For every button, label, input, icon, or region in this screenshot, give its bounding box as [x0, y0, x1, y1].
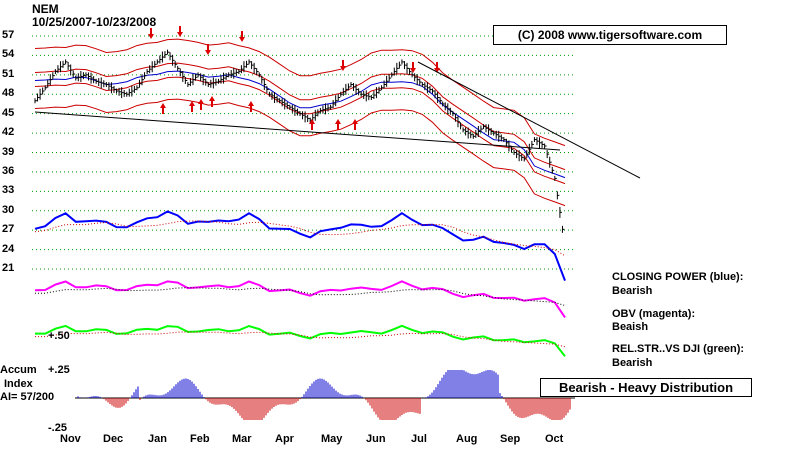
moving-average	[34, 70, 566, 179]
month-label: Nov	[60, 433, 81, 445]
relative-strength-title: REL.STR..VS DJI (green):	[612, 343, 745, 355]
copyright-box: (C) 2008 www.tigersoftware.com	[493, 25, 727, 45]
lower-band	[34, 98, 566, 207]
ticker-label: NEM	[32, 2, 59, 16]
sell-arrow-head	[340, 66, 346, 71]
accum-tick-minus25: -.25	[48, 422, 67, 434]
resistance-trendline	[417, 61, 641, 179]
sell-arrow-head	[205, 50, 211, 55]
inner-upper-band	[34, 62, 566, 171]
y-tick-label: 51	[2, 67, 15, 80]
y-tick-label: 54	[2, 48, 15, 61]
buy-arrow-head	[198, 99, 204, 104]
obv-line	[34, 280, 566, 318]
relative-strength-reading: Bearish	[612, 357, 653, 369]
buy-arrow-head	[248, 101, 254, 106]
inner-lower-band	[34, 76, 566, 185]
signal-arrows	[148, 26, 440, 130]
accum-label: Accum	[0, 364, 37, 376]
accum-tick-plus25: +.25	[48, 364, 70, 376]
buy-arrow-head	[209, 96, 215, 101]
month-label: Feb	[190, 433, 210, 445]
obv-path	[34, 280, 566, 318]
price-gridlines	[32, 35, 575, 270]
buy-arrow-head	[335, 119, 341, 124]
month-label: Jun	[366, 433, 386, 445]
closing-power-line	[34, 210, 566, 281]
closing-power-reading: Bearish	[612, 285, 653, 297]
closing-power-title: CLOSING POWER (blue):	[612, 271, 744, 283]
month-label: Jan	[148, 433, 167, 445]
relative-strength-path	[35, 324, 566, 357]
sell-arrow-head	[177, 32, 183, 37]
verdict-box: Bearish - Heavy Distribution	[540, 378, 752, 397]
y-tick-label: 21	[2, 262, 15, 274]
buy-arrow-head	[160, 103, 166, 108]
month-label: Jul	[411, 433, 427, 445]
month-label: Oct	[545, 433, 564, 445]
sell-arrow-head	[434, 68, 440, 73]
closing-power-path-average	[34, 220, 566, 257]
y-tick-label: 27	[2, 223, 15, 236]
y-tick-label: 33	[2, 184, 15, 197]
sell-arrow-head	[410, 68, 416, 73]
month-label: Apr	[275, 433, 294, 445]
obv-title: OBV (magenta):	[612, 308, 696, 320]
y-tick-label: 36	[2, 164, 15, 177]
sell-arrow-head	[148, 34, 154, 39]
y-tick-label: 42	[2, 126, 15, 139]
support-trendline	[34, 111, 561, 151]
y-tick-label: 57	[2, 29, 15, 41]
closing-power-path	[34, 210, 566, 281]
buy-arrow-head	[189, 101, 195, 106]
buy-arrow-head	[309, 119, 315, 124]
accum-tick-plus50: +.50	[48, 330, 70, 342]
price-bands	[34, 38, 566, 207]
month-label: Mar	[232, 433, 252, 445]
y-tick-label: 45	[2, 106, 15, 119]
month-label: May	[321, 433, 343, 445]
month-label: Dec	[103, 433, 124, 445]
price-bars	[34, 49, 565, 233]
obv-reading: Beaish	[612, 321, 649, 333]
index-label: Index	[4, 378, 33, 390]
ai-value-label: AI= 57/200	[0, 391, 55, 403]
month-label: Sep	[500, 433, 521, 445]
y-tick-label: 39	[2, 145, 15, 158]
y-tick-label: 48	[2, 87, 15, 100]
trend-lines	[34, 61, 641, 179]
y-tick-label: 30	[2, 203, 15, 216]
accumulation-index-histogram	[75, 370, 575, 420]
relative-strength-line	[35, 324, 566, 357]
buy-arrow-head	[352, 119, 358, 124]
sell-arrow-head	[239, 37, 245, 42]
month-label: Aug	[456, 433, 478, 445]
date-range-label: 10/25/2007-10/23/2008	[32, 15, 157, 29]
upper-band	[34, 38, 566, 147]
y-tick-label: 24	[2, 242, 15, 255]
